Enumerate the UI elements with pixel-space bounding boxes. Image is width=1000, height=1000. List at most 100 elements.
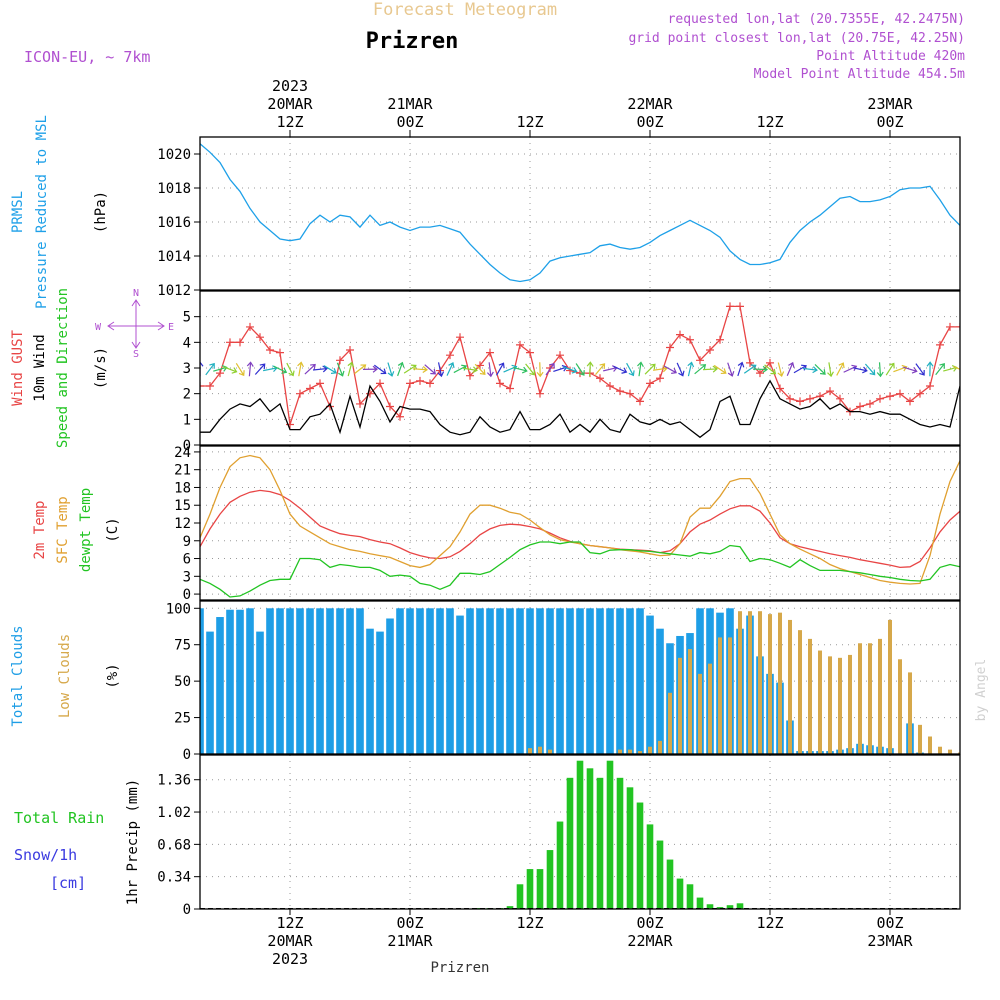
wind-arrow-icon [312,365,328,373]
total-cloud-bar [306,608,314,754]
rain-bar [566,777,574,909]
wind-arrow-shape [843,364,858,373]
gust-marker [696,356,704,365]
total-cloud-bar [486,608,494,754]
requested-location: requested lon,lat (20.7355E, 42.2475N) [668,12,965,27]
y-tick-label: 1.36 [157,773,191,789]
low-cloud-bar [948,749,952,754]
gust-marker [636,397,644,406]
total-cloud-bar [406,608,414,754]
wind-arrow-icon [786,361,795,376]
wind-arrow-icon [613,365,628,374]
compass-s: S [133,349,139,360]
low-cloud-bar [528,748,532,754]
wind-arrow-shape [553,364,568,373]
wind-arrow-icon [687,361,695,377]
wind-arrow-shape [743,364,757,374]
grid [200,446,960,600]
low-cloud-bar [898,659,902,754]
low-cloud-bar [908,672,912,754]
wind-arrow-shape [424,364,437,375]
gust-marker [686,335,694,344]
wind-arrow-shape [737,361,745,377]
x-tick-label-bottom: 20MAR [267,932,313,950]
wind-arrow-icon [575,363,585,376]
wind-arrow-shape [525,363,536,376]
wind-arrow-shape [626,362,635,377]
low-cloud-bar [918,724,922,754]
plot-area [200,143,960,283]
wind-arrow-icon [644,363,656,375]
x-tick-label-top: 00Z [876,113,903,131]
y-tick-label: 1.02 [157,805,191,821]
gust-marker [766,358,774,367]
gust-marker [486,348,494,357]
gust-marker [866,399,874,408]
model-altitude: Model Point Altitude 454.5m [754,67,965,82]
pressure-label-2: Pressure Reduced to MSL [34,115,50,309]
gust-marker [856,402,864,411]
gust-marker [416,376,424,385]
wind-arrow-shape [853,366,868,374]
wind-arrow-shape [304,363,316,375]
wind-arrow-shape [205,362,215,376]
total-cloud-bar [236,609,244,754]
gust-marker [756,369,764,378]
compass-icon [107,299,165,349]
gust-marker [626,389,634,398]
snow-unit: [cm] [50,874,86,892]
gust-marker [786,394,794,403]
total-cloud-bar [366,628,374,754]
panel-frame [199,754,961,910]
low-cloud-bar [668,692,672,754]
plot-layer: 1012101410161018102001234503691215182124… [157,77,961,968]
wind-arrow-shape [926,361,934,377]
low-cloud-bar [958,752,960,754]
gust-marker [926,381,934,390]
wind-arrow-icon [885,362,895,376]
wind-arrow-shape [876,362,884,378]
gust-marker [596,374,604,383]
panel-3: 0 25 50 75 100 [166,600,961,763]
panel-frame [199,600,961,755]
total-cloud-bar [556,608,564,754]
wind-arrow-icon [412,366,428,373]
wind-arrow-icon [397,361,405,377]
total-cloud-bar [356,608,364,754]
total-cloud-bar [646,615,654,754]
rain-bar [676,878,684,909]
wind-arrow-shape [235,363,245,377]
gust-marker [806,394,814,403]
gust-marker [896,389,904,398]
gust-marker [776,384,784,393]
low-cloud-bar [548,749,552,754]
wind-arrow-shape [273,365,288,374]
wind-arrow-icon [802,366,818,374]
total-cloud-bar [626,608,634,754]
wind-arrow-shape [893,364,908,373]
wind-arrow-shape [575,363,585,376]
x-tick-label-bottom: 12Z [276,914,303,932]
x-tick-label-bottom: 00Z [876,914,903,932]
wind-arrow-icon [737,361,745,377]
wind-arrow-shape [613,365,628,374]
gust-marker [366,389,374,398]
gust-marker [746,358,754,367]
total-cloud-bar [256,631,264,754]
wind-arrow-shape [915,363,925,376]
total-cloud-bar [616,608,624,754]
series-line-0 [200,489,960,569]
wind-arrow-icon [453,364,468,374]
wind-arrow-shape [347,361,355,377]
wind-arrow-shape [752,365,768,373]
wind-arrow-shape [362,365,378,373]
grid [200,137,960,291]
total-cloud-bar [246,608,254,754]
y-tick-label: 75 [174,638,191,654]
wind-direction-label: Speed and Direction [55,288,71,448]
wind-arrow-icon [713,364,727,375]
plot-area [200,608,960,754]
x-tick-label-bottom: 21MAR [387,932,433,950]
gust-marker [876,394,884,403]
total-cloud-bar [326,608,334,754]
